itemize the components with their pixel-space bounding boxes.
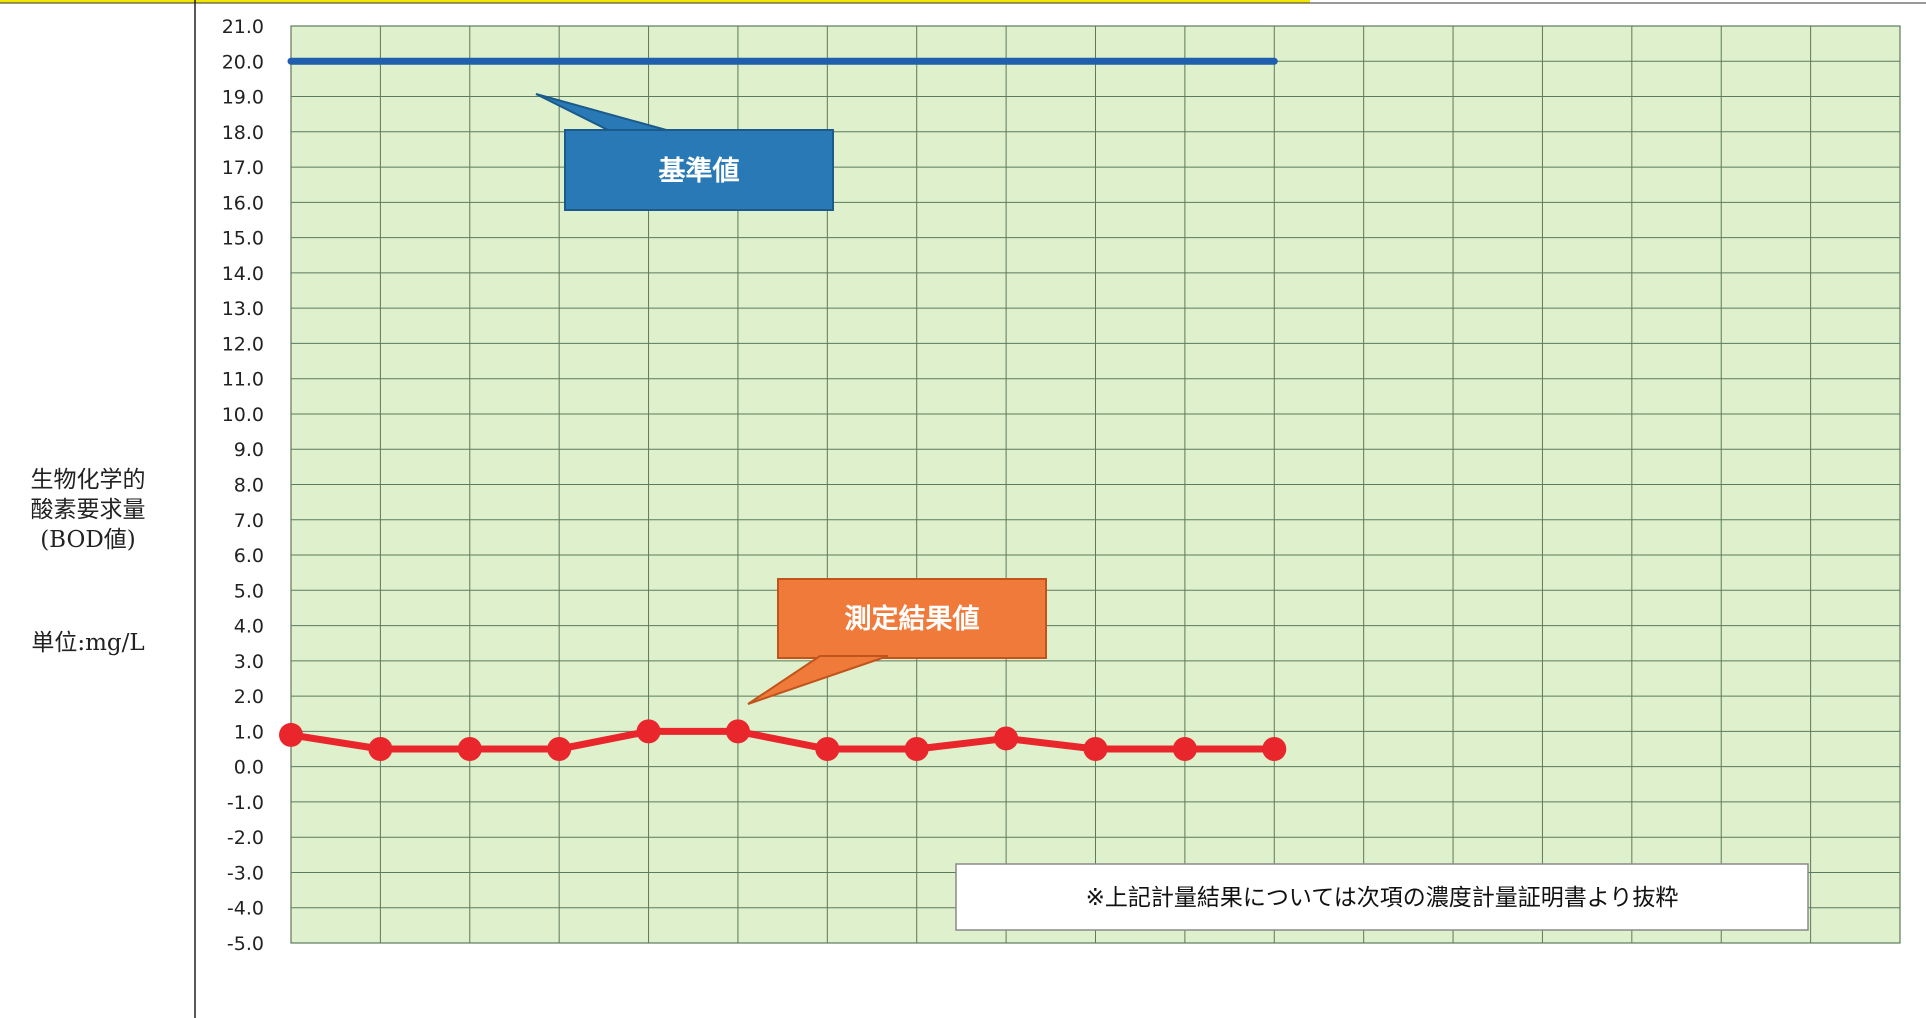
data-point-measured — [994, 726, 1019, 751]
standard-callout: 基準値 — [535, 93, 834, 211]
data-point-measured — [1172, 737, 1197, 762]
standard-callout-box — [564, 129, 834, 211]
top-highlight-strip — [0, 0, 1310, 3]
data-point-measured — [279, 722, 303, 747]
y-tick-label: -5.0 — [227, 933, 264, 955]
measured-callout-box — [777, 578, 1047, 659]
measured-callout-pointer — [747, 655, 889, 705]
y-tick-label: 7.0 — [234, 510, 264, 532]
y-tick-label: -3.0 — [227, 862, 264, 884]
y-tick-label: 6.0 — [234, 545, 264, 567]
y-axis-label-line-1: 生物化学的 — [31, 467, 146, 493]
y-tick-label: 13.0 — [222, 298, 264, 320]
y-tick-label: 8.0 — [234, 475, 264, 497]
standard-callout-label: 基準値 — [659, 155, 740, 187]
y-axis-label-line-2: 酸素要求量 — [31, 497, 146, 523]
measured-callout: 測定結果値 — [747, 578, 1047, 705]
y-tick-label: 2.0 — [234, 686, 264, 708]
y-tick-label: 14.0 — [222, 263, 264, 285]
y-tick-label: 20.0 — [222, 51, 264, 73]
source-note-box — [955, 863, 1809, 931]
y-tick-label: 16.0 — [222, 192, 264, 214]
y-tick-label: 11.0 — [222, 369, 264, 391]
data-point-measured — [904, 737, 929, 762]
source-note-text: ※上記計量結果については次項の濃度計量証明書より抜粋 — [1086, 885, 1679, 911]
data-point-measured — [1262, 737, 1287, 762]
y-tick-label: 9.0 — [234, 439, 264, 461]
y-tick-label: 4.0 — [234, 616, 264, 638]
y-tick-label: 18.0 — [222, 122, 264, 144]
y-tick-label: 3.0 — [234, 651, 264, 673]
data-point-measured — [725, 719, 750, 744]
y-tick-label: 15.0 — [222, 228, 264, 250]
y-tick-label: -1.0 — [227, 792, 264, 814]
y-tick-label: 5.0 — [234, 580, 264, 602]
y-tick-label: 17.0 — [222, 157, 264, 179]
y-tick-label: 10.0 — [222, 404, 264, 426]
y-tick-label: 21.0 — [222, 16, 264, 38]
data-point-measured — [636, 719, 661, 744]
data-point-measured — [1083, 737, 1108, 762]
series-line-measured — [290, 727, 1275, 753]
data-point-measured — [457, 737, 482, 762]
source-note: ※上記計量結果については次項の濃度計量証明書より抜粋 — [955, 863, 1809, 931]
y-tick-label: 19.0 — [222, 87, 264, 109]
data-point-measured — [547, 737, 572, 762]
y-tick-label: 12.0 — [222, 333, 264, 355]
data-point-measured — [815, 737, 840, 762]
y-axis-unit-label: 単位:mg/L — [31, 630, 144, 656]
y-tick-label: -2.0 — [227, 827, 264, 849]
y-tick-label: 0.0 — [234, 757, 264, 779]
measured-callout-label: 測定結果値 — [845, 603, 980, 635]
y-tick-label: 1.0 — [234, 721, 264, 743]
y-axis-label-line-3: (BOD値) — [40, 527, 136, 553]
y-tick-label: -4.0 — [227, 898, 264, 920]
data-point-measured — [368, 737, 393, 762]
